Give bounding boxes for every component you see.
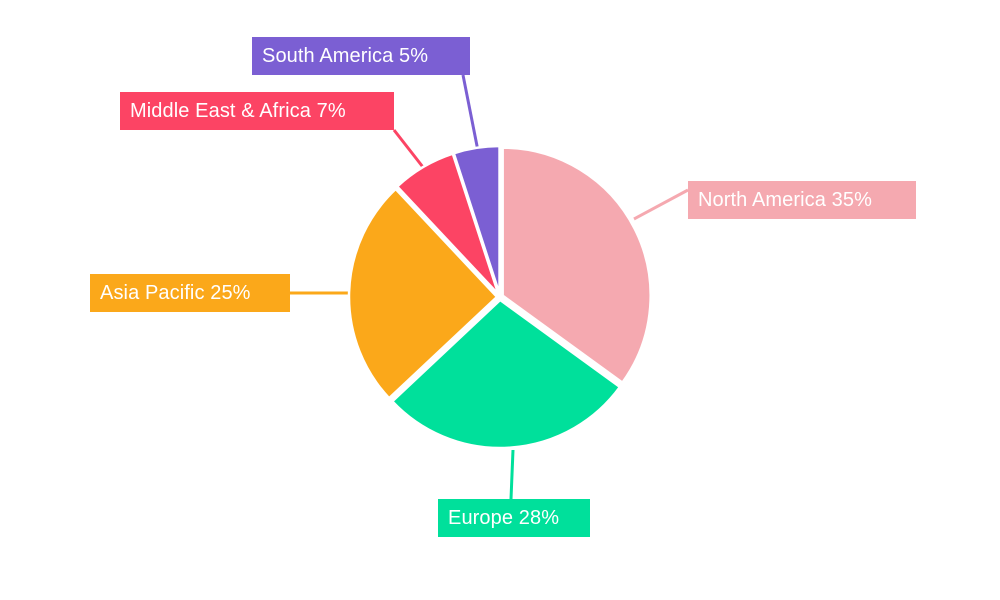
pie-label-text: Europe 28% [448,507,560,529]
pie-label-asia-pacific[interactable]: Asia Pacific 25% [90,274,290,312]
pie-label-text: Asia Pacific 25% [100,282,251,304]
pie-label-text: South America 5% [262,45,429,67]
leader-line-europe [509,449,515,500]
pie-slice-group [347,144,652,450]
pie-label-middle-east-africa[interactable]: Middle East & Africa 7% [120,92,394,130]
pie-slice-north-america[interactable] [501,146,652,385]
pie-label-text: North America 35% [698,189,872,211]
pie-slice-south-america[interactable] [452,144,501,295]
pie-slice-asia-pacific[interactable] [347,187,499,400]
leader-line-group [290,74,689,500]
pie-slice-europe[interactable] [390,298,622,450]
pie-label-south-america[interactable]: South America 5% [252,37,470,75]
pie-label-text: Middle East & Africa 7% [130,100,346,122]
leader-line-south-america [461,74,481,157]
pie-label-europe[interactable]: Europe 28% [438,499,590,537]
leader-line-middle-east-africa [392,129,428,172]
pie-label-north-america[interactable]: North America 35% [688,181,916,219]
leader-line-north-america [633,188,689,221]
